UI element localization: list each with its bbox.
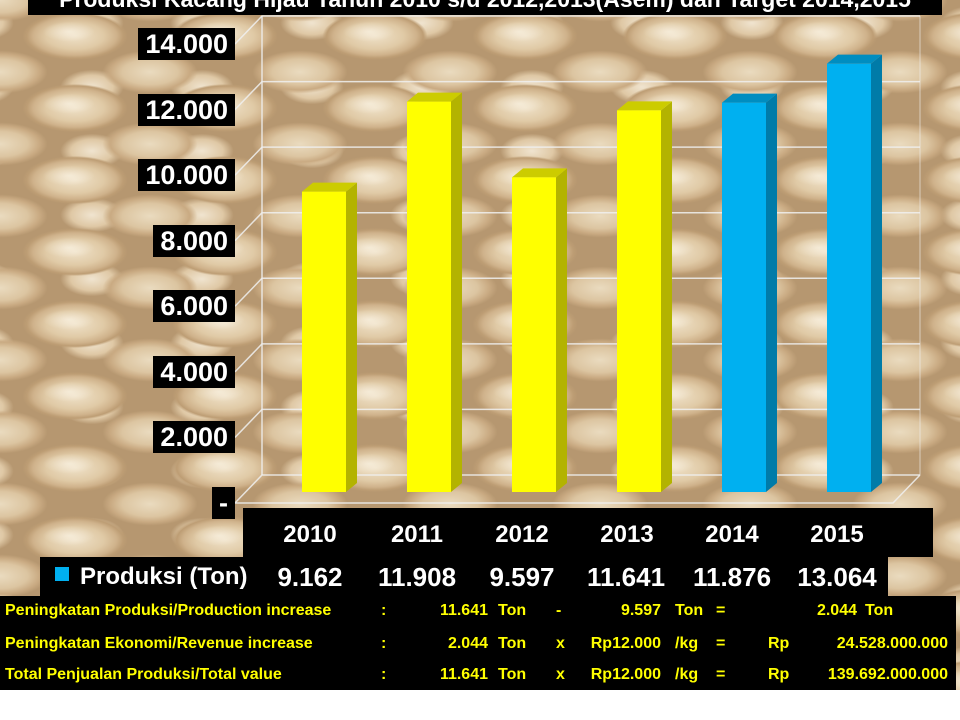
x-tick-label: 2013 — [600, 521, 654, 548]
summary-equals: = — [716, 666, 726, 683]
summary-currency: Rp — [768, 666, 790, 683]
y-tick-label: 8.000 — [153, 224, 235, 257]
summary-operator: x — [556, 666, 565, 683]
bar-2010 — [302, 191, 346, 492]
bar-side-2014 — [766, 93, 777, 493]
summary-factor-unit: /kg — [675, 635, 699, 652]
legend-color-key — [55, 567, 69, 581]
title-bar: Produksi Kacang Hijau Tahun 2010 s/d 201… — [28, 0, 942, 15]
summary-result: 2.044 — [816, 602, 857, 619]
x-tick-label: 2014 — [705, 521, 759, 548]
bar-side-2011 — [451, 92, 462, 493]
summary-label: Total Penjualan Produksi/Total value — [5, 666, 282, 683]
summary-colon: : — [381, 602, 387, 619]
gridline-12000 — [234, 80, 920, 111]
bar-top-2011 — [407, 92, 462, 102]
bar-2014 — [722, 102, 766, 493]
summary-currency: Rp — [768, 635, 790, 652]
gridline-10000 — [234, 146, 920, 176]
chart-plot-area — [234, 15, 921, 504]
bar-side-2012 — [556, 168, 567, 492]
bar-2011 — [407, 101, 451, 493]
summary-label: Peningkatan Produksi/Production increase — [5, 602, 332, 619]
summary-factor-unit: Ton — [675, 602, 704, 619]
summary-equals: = — [716, 602, 726, 619]
data-table-value: 13.064 — [797, 562, 877, 592]
summary-result-unit: Ton — [865, 602, 894, 619]
summary-operator: x — [556, 635, 565, 652]
bar-side-2015 — [871, 54, 882, 492]
data-table-value: 11.641 — [586, 562, 666, 592]
summary-quantity-unit: Ton — [498, 666, 527, 683]
bar-top-2014 — [722, 93, 777, 103]
summary-quantity: 2.044 — [447, 635, 488, 652]
gridline-14000 — [234, 15, 920, 45]
y-tick-label: 14.000 — [138, 28, 235, 60]
chart-title: Produksi Kacang Hijau Tahun 2010 s/d 201… — [28, 0, 942, 11]
summary-result: 24.528.000.000 — [836, 635, 948, 652]
y-tick-label: 10.000 — [138, 159, 235, 192]
bar-top-2015 — [827, 54, 882, 64]
bar-top-2010 — [302, 182, 357, 192]
summary-table: Peningkatan Produksi/Production increase… — [0, 596, 956, 690]
data-table-value: 9.162 — [277, 562, 343, 592]
y-tick-label: - — [212, 487, 235, 519]
bar-2012 — [512, 177, 556, 492]
bar-top-2013 — [617, 101, 672, 111]
summary-quantity-unit: Ton — [498, 602, 527, 619]
bar-side-2010 — [346, 182, 357, 492]
x-tick-label: 2015 — [810, 521, 864, 548]
x-axis-category-band: 2010 2011 2012 2013 2014 2015 — [243, 508, 933, 557]
summary-row: Peningkatan Ekonomi/Revenue increase : 2… — [0, 629, 956, 659]
data-table-value: 9.597 — [489, 562, 555, 592]
x-tick-label: 2011 — [390, 521, 444, 548]
y-tick-label: 12.000 — [138, 93, 235, 126]
summary-quantity-unit: Ton — [498, 635, 527, 652]
summary-quantity: 11.641 — [439, 666, 488, 683]
bar-2015 — [827, 63, 871, 492]
summary-operator: - — [556, 602, 562, 619]
summary-equals: = — [716, 635, 726, 652]
data-table-row: Produksi (Ton) 9.162 11.908 9.597 11.641… — [40, 557, 888, 596]
bar-side-2013 — [661, 101, 672, 493]
data-table-value: 11.908 — [377, 562, 457, 592]
y-tick-label: 6.000 — [153, 290, 235, 323]
bar-2013 — [617, 110, 661, 493]
summary-factor-unit: /kg — [675, 666, 699, 683]
summary-quantity: 11.641 — [439, 602, 488, 619]
summary-result: 139.692.000.000 — [827, 666, 948, 683]
summary-row: Total Penjualan Produksi/Total value : 1… — [0, 660, 956, 690]
y-tick-label: 4.000 — [153, 355, 235, 388]
summary-factor: 9.597 — [620, 602, 661, 619]
x-tick-label: 2012 — [495, 521, 549, 548]
summary-factor: Rp12.000 — [590, 666, 661, 683]
data-table-value: 11.876 — [692, 562, 772, 592]
legend-label: Produksi (Ton) — [80, 563, 248, 590]
x-tick-label: 2010 — [283, 521, 337, 548]
summary-colon: : — [381, 666, 387, 683]
summary-row: Peningkatan Produksi/Production increase… — [0, 596, 956, 626]
floor-front-edge — [235, 474, 921, 504]
bar-top-2012 — [512, 168, 567, 178]
y-tick-label: 2.000 — [153, 421, 235, 454]
summary-label: Peningkatan Ekonomi/Revenue increase — [5, 635, 313, 652]
summary-factor: Rp12.000 — [590, 635, 661, 652]
summary-colon: : — [381, 635, 387, 652]
